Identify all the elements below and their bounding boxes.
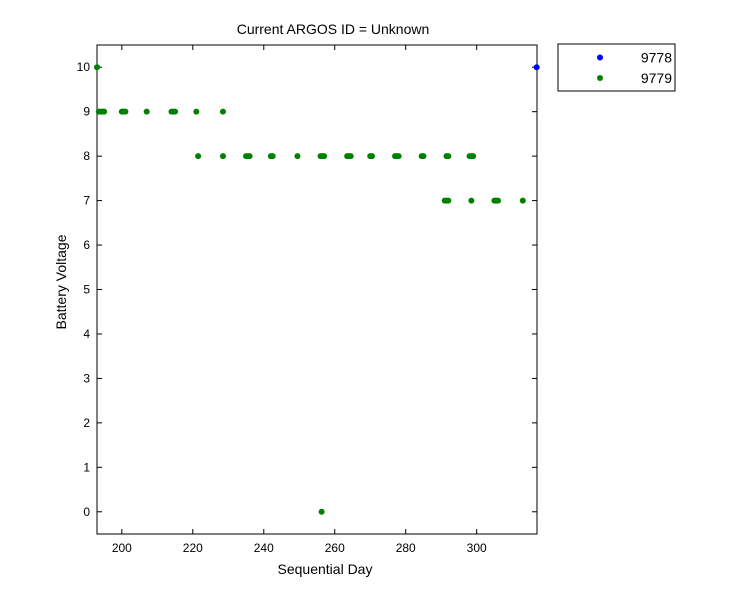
plot-area: 200 220 240 260 280 300 0 1 2 3 4 5 6 7 8 9 10 [77, 44, 540, 555]
data-point-9779 [143, 108, 150, 115]
legend: 9778 9779 [557, 43, 676, 92]
x-tick-label: 280 [396, 541, 416, 555]
legend-label-9778: 9778 [641, 50, 672, 66]
data-point-9779 [468, 197, 475, 204]
data-point-9779 [101, 108, 108, 115]
chart-title: Current ARGOS ID = Unknown [237, 21, 430, 37]
y-tick-label: 3 [83, 371, 90, 385]
data-point-9779 [122, 108, 129, 115]
points-layer [94, 64, 540, 515]
data-point-9779 [470, 153, 477, 160]
y-tick-label: 7 [83, 194, 90, 208]
data-point-9779 [172, 108, 179, 115]
data-point-9779 [219, 108, 226, 115]
ticks-layer: 200 220 240 260 280 300 0 1 2 3 4 5 6 7 8 9 10 [77, 45, 537, 555]
data-point-9779 [94, 64, 100, 71]
y-tick-label: 1 [83, 460, 90, 474]
data-point-9779 [318, 508, 325, 515]
y-axis-title: Battery Voltage [53, 234, 69, 329]
legend-box [557, 43, 676, 92]
data-point-9779 [193, 108, 200, 115]
legend-label-9779: 9779 [641, 70, 672, 86]
y-tick-label: 10 [77, 60, 91, 74]
y-tick-label: 6 [83, 238, 90, 252]
y-tick-label: 4 [83, 327, 90, 341]
data-point-9779 [321, 153, 328, 160]
x-axis-title: Sequential Day [278, 561, 373, 577]
data-point-9779 [369, 153, 375, 160]
legend-marker-9779 [597, 75, 603, 81]
y-tick-label: 5 [83, 283, 90, 297]
y-tick-label: 0 [83, 505, 90, 519]
x-tick-label: 220 [183, 541, 203, 555]
data-point-9779 [195, 153, 202, 160]
data-point-9779 [219, 153, 226, 160]
data-point-9779 [494, 197, 501, 204]
x-tick-label: 260 [325, 541, 345, 555]
data-point-9779 [445, 153, 452, 160]
data-point-9779 [445, 197, 452, 204]
data-point-9779 [269, 153, 276, 160]
data-point-9779 [246, 153, 253, 160]
x-tick-label: 300 [467, 541, 487, 555]
data-point-9779 [294, 153, 301, 160]
data-point-9778 [533, 64, 540, 71]
y-tick-label: 8 [83, 149, 90, 163]
data-point-9779 [347, 153, 354, 160]
x-tick-label: 240 [254, 541, 274, 555]
x-tick-label: 200 [112, 541, 132, 555]
data-point-9779 [519, 197, 526, 204]
data-point-9779 [420, 153, 427, 160]
y-tick-label: 2 [83, 416, 90, 430]
data-point-9779 [395, 153, 402, 160]
y-tick-label: 9 [83, 105, 90, 119]
legend-marker-9778 [597, 54, 603, 61]
plot-frame [96, 44, 538, 535]
